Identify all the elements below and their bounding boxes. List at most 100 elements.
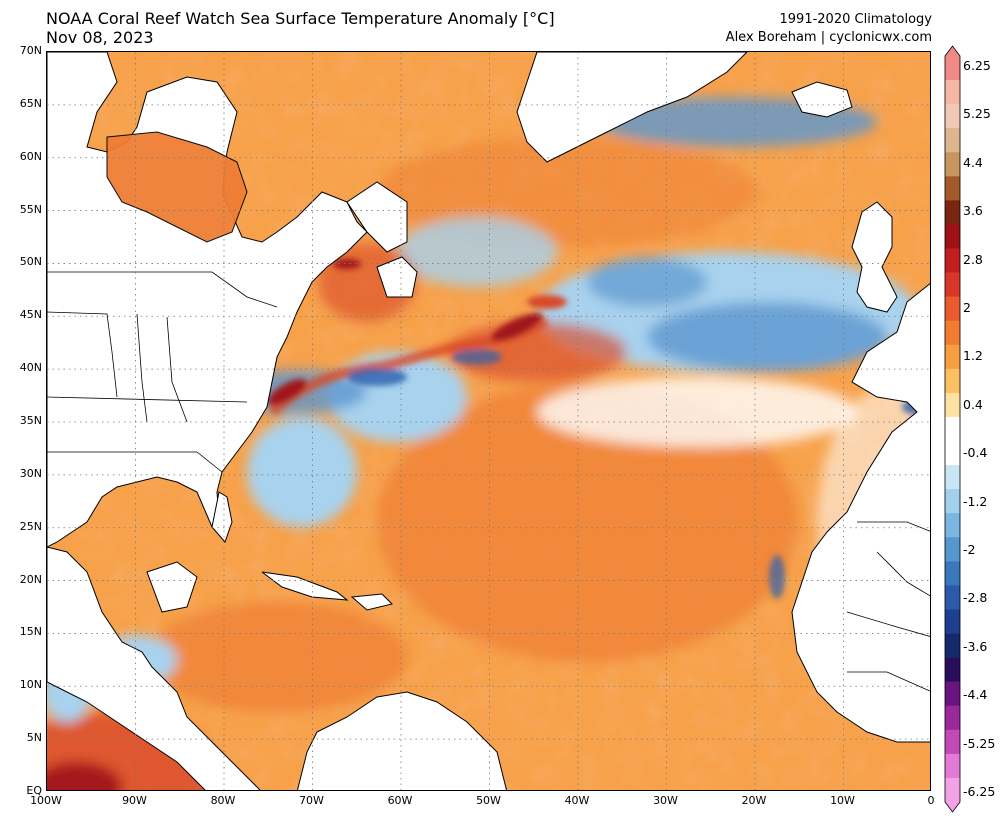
colorbar-segment xyxy=(945,56,960,81)
lon-tick-label: 20W xyxy=(741,794,767,807)
lat-tick-label: 55N xyxy=(19,202,42,216)
lon-tick-label: 100W xyxy=(30,794,62,807)
colorbar-segment xyxy=(945,296,960,322)
colorbar-min-arrow xyxy=(945,802,960,812)
south-america xyxy=(296,691,508,790)
colorbar-segment xyxy=(945,176,960,201)
colorbar-tick-label: -2 xyxy=(963,542,976,557)
lon-tick-label: 60W xyxy=(387,794,413,807)
colorbar-segment xyxy=(945,465,960,490)
colorbar-segment xyxy=(945,489,960,514)
colorbar-segment xyxy=(945,657,960,682)
colorbar-segment xyxy=(945,681,960,707)
colorbar-tick-label: 6.25 xyxy=(963,58,991,73)
colorbar-tick-label: -3.6 xyxy=(963,638,988,654)
lat-tick-label: EQ xyxy=(26,784,42,797)
colorbar-tick-label: -2.8 xyxy=(963,590,988,606)
lat-tick-label: 45N xyxy=(19,308,42,322)
colorbar-segment xyxy=(945,152,960,177)
colorbar-segment xyxy=(945,537,960,562)
colorbar-segment xyxy=(945,513,960,538)
lat-tick-label: 15N xyxy=(19,625,42,639)
political-borders xyxy=(47,271,930,692)
lat-tick-label: 65N xyxy=(19,96,42,110)
colorbar-tick-label: 0.4 xyxy=(963,396,983,412)
title-block: NOAA Coral Reef Watch Sea Surface Temper… xyxy=(46,9,555,47)
colorbar-segment xyxy=(945,729,960,755)
colorbar-segment xyxy=(945,128,960,153)
lat-tick-label: 30N xyxy=(19,466,42,480)
gulf-stream-features xyxy=(267,259,930,599)
colorbar-segment xyxy=(945,248,960,273)
lon-tick-label: 0 xyxy=(927,794,935,807)
colorbar-tick-label: 2.8 xyxy=(963,251,983,267)
colorbar-max-arrow xyxy=(945,46,960,56)
colorbar-segment xyxy=(945,344,960,370)
lon-tick-label: 80W xyxy=(210,794,236,807)
lat-tick-label: 25N xyxy=(19,519,42,533)
lon-tick-label: 10W xyxy=(830,794,855,807)
iceland xyxy=(791,81,853,118)
hispaniola xyxy=(350,593,393,611)
colorbar-segment xyxy=(945,705,960,731)
colorbar-segment xyxy=(945,272,960,297)
anomaly-map[interactable] xyxy=(46,51,931,791)
lat-tick-label: 10N xyxy=(19,678,42,692)
lat-tick-label: 50N xyxy=(19,255,42,269)
colorbar-segment xyxy=(945,633,960,658)
yucatan xyxy=(146,561,198,613)
lon-tick-label: 70W xyxy=(299,794,324,807)
lat-tick-label: 20N xyxy=(19,572,42,586)
greenland xyxy=(516,52,748,163)
colorbar-segment xyxy=(945,416,960,442)
lon-tick-label: 40W xyxy=(564,794,590,807)
colorbar-segment xyxy=(945,441,960,466)
colorbar-tick-label: -4.4 xyxy=(963,687,988,703)
climatology-label: 1991-2020 Climatology xyxy=(779,12,932,27)
author-credit: Alex Boreham | cyclonicwx.com xyxy=(725,30,932,45)
newfoundland xyxy=(376,256,418,298)
colorbar-tick-label: 4.4 xyxy=(963,154,983,170)
colorbar-tick-label: -6.25 xyxy=(963,784,996,799)
colorbar-tick-label: 3.6 xyxy=(963,203,983,219)
map-canvas xyxy=(47,52,930,790)
lon-tick-label: 50W xyxy=(476,794,501,807)
labrador xyxy=(346,181,408,253)
colorbar-segment xyxy=(945,585,960,610)
colorbar-segment xyxy=(945,753,960,779)
colorbar-segment xyxy=(945,224,960,249)
colorbar-tick-label: 1.2 xyxy=(963,348,983,364)
colorbar-tick-label: 2 xyxy=(963,300,971,315)
credits-block: 1991-2020 Climatology Alex Boreham | cyc… xyxy=(726,11,932,47)
lat-tick-label: 40N xyxy=(19,361,42,375)
mexico-coast xyxy=(47,546,261,790)
colorbar-tick-label: 5.25 xyxy=(963,106,991,122)
colorbar-segment xyxy=(945,320,960,346)
colorbar-tick-label: -0.4 xyxy=(963,445,988,461)
map-title: NOAA Coral Reef Watch Sea Surface Temper… xyxy=(46,9,555,28)
colorbar-outline xyxy=(944,45,961,813)
colorbar-segment xyxy=(945,200,960,225)
lat-tick-label: 70N xyxy=(19,44,42,57)
colorbar-segment xyxy=(945,392,960,418)
florida xyxy=(211,491,233,543)
europe-africa xyxy=(791,282,930,743)
graticule xyxy=(47,52,930,790)
colorbar-segment xyxy=(945,777,960,803)
colorbar-segment xyxy=(945,368,960,394)
colorbar-segment xyxy=(945,609,960,634)
lat-tick-label: 60N xyxy=(19,149,42,163)
colorbar xyxy=(944,45,961,813)
colorbar-segment xyxy=(945,561,960,586)
colorbar-tick-label: -5.25 xyxy=(963,735,996,751)
british-isles xyxy=(851,201,898,313)
lon-tick-label: 30W xyxy=(653,794,678,807)
colorbar-segment xyxy=(945,80,960,105)
lat-tick-label: 5N xyxy=(26,731,42,745)
lat-tick-label: 35N xyxy=(19,414,42,427)
map-date: Nov 08, 2023 xyxy=(46,28,154,47)
colorbar-segment xyxy=(945,104,960,129)
hudson-bay xyxy=(106,131,248,243)
cuba xyxy=(261,571,349,601)
lon-tick-label: 90W xyxy=(122,794,147,807)
